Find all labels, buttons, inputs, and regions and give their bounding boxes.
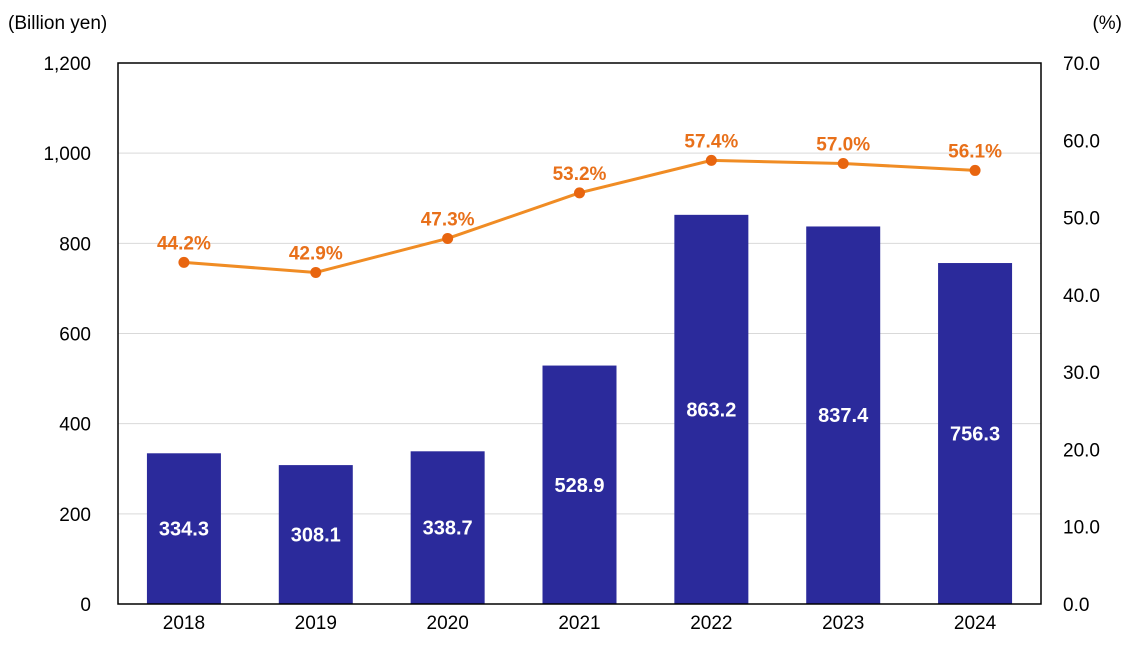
right-axis-unit-label: (%) xyxy=(1092,13,1122,34)
bar-data-label: 308.1 xyxy=(291,525,341,547)
bar xyxy=(542,365,617,604)
x-axis-tick-label: 2021 xyxy=(558,613,600,634)
bar-data-label: 338.7 xyxy=(423,518,473,540)
x-axis-tick-label: 2020 xyxy=(427,613,469,634)
line-data-label: 53.2% xyxy=(553,164,607,185)
left-axis-tick-label: 400 xyxy=(59,415,91,436)
left-axis-tick-label: 800 xyxy=(59,234,91,255)
right-axis-tick-label: 50.0 xyxy=(1063,209,1100,230)
line-data-label: 57.4% xyxy=(684,131,738,152)
x-axis-tick-label: 2018 xyxy=(163,613,205,634)
bar xyxy=(278,465,353,604)
line-point xyxy=(969,164,981,176)
bar xyxy=(410,451,485,604)
gridlines xyxy=(118,152,1041,515)
line-data-label: 57.0% xyxy=(816,134,870,155)
bar-data-label: 863.2 xyxy=(686,399,736,421)
right-axis-tick-label: 30.0 xyxy=(1063,363,1100,384)
bar xyxy=(146,453,221,604)
line-point xyxy=(310,266,322,278)
left-axis-tick-label: 200 xyxy=(59,505,91,526)
right-axis-tick-label: 40.0 xyxy=(1063,286,1100,307)
right-axis-tick-label: 20.0 xyxy=(1063,440,1100,461)
left-axis-tick-label: 600 xyxy=(59,325,91,346)
bar-data-label: 756.3 xyxy=(950,424,1000,446)
bar xyxy=(938,263,1013,604)
left-axis-tick-label: 1,000 xyxy=(43,144,91,165)
plot-frame xyxy=(117,62,1042,605)
x-axis-tick-label: 2019 xyxy=(295,613,337,634)
right-axis-tick-label: 10.0 xyxy=(1063,518,1100,539)
line-point xyxy=(837,157,849,169)
bar xyxy=(806,226,881,604)
line-point xyxy=(705,154,717,166)
left-axis-tick-label: 0 xyxy=(80,595,91,616)
axes: 0 200 400 600 800 1,000 1,200 0.0 10.0 20.0 30.0 40… xyxy=(43,54,1100,634)
bar xyxy=(674,214,749,604)
line-data-label: 42.9% xyxy=(289,243,343,264)
x-axis-tick-label: 2022 xyxy=(690,613,732,634)
line-data-label: 47.3% xyxy=(421,209,475,230)
line-point xyxy=(442,232,454,244)
line-data-label: 44.2% xyxy=(157,233,211,254)
right-axis-tick-label: 0.0 xyxy=(1063,595,1089,616)
left-axis-unit-label: (Billion yen) xyxy=(8,13,107,34)
x-axis-tick-label: 2023 xyxy=(822,613,864,634)
line-series: 44.2% 42.9% 47.3% 53.2% 57.4% 57.0% 56.1% xyxy=(157,131,1002,278)
bar-data-label: 334.3 xyxy=(159,519,209,541)
bar-series: 334.3 308.1 338.7 528.9 863.2 837.4 756.3 xyxy=(146,214,1013,604)
right-axis-tick-label: 60.0 xyxy=(1063,131,1100,152)
line-point xyxy=(574,187,585,199)
left-axis-tick-label: 1,200 xyxy=(43,54,91,75)
line-data-label: 56.1% xyxy=(948,141,1002,162)
bar-data-label: 528.9 xyxy=(554,475,604,497)
bar-data-label: 837.4 xyxy=(818,405,869,427)
line-point xyxy=(178,256,190,268)
right-axis-tick-label: 70.0 xyxy=(1063,54,1100,75)
x-axis-tick-label: 2024 xyxy=(954,613,997,634)
